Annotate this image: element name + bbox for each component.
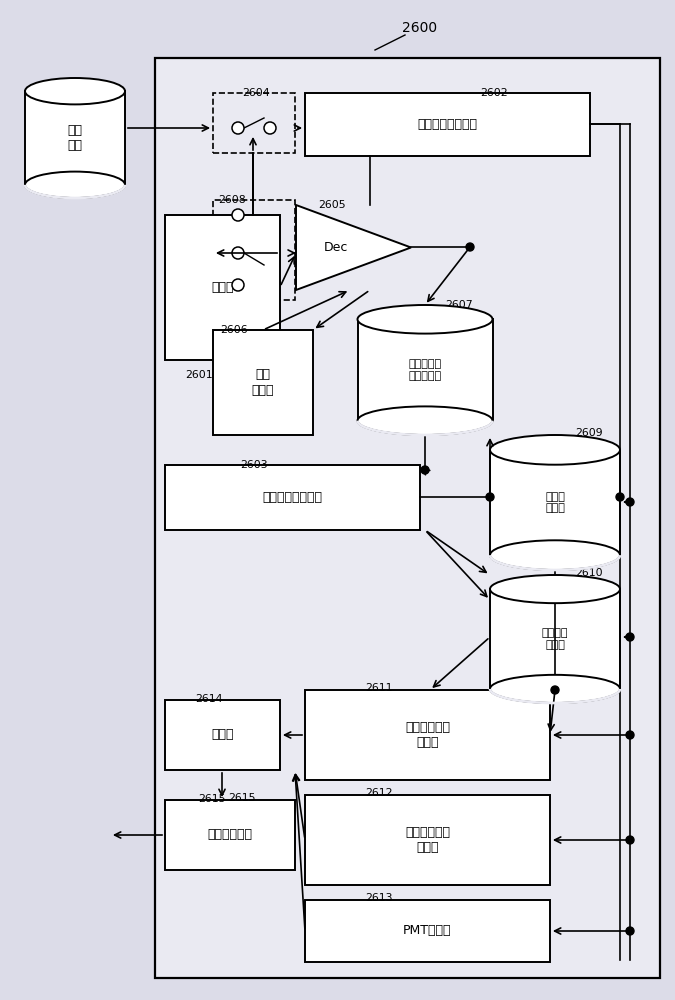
Text: 2614: 2614: [195, 694, 223, 704]
Text: 2613: 2613: [365, 893, 392, 903]
Circle shape: [232, 122, 244, 134]
Circle shape: [232, 247, 244, 259]
Text: 图片
存储器: 图片 存储器: [252, 368, 274, 396]
Bar: [490, 589, 620, 689]
Circle shape: [626, 633, 634, 641]
Text: 2603: 2603: [240, 460, 267, 470]
Circle shape: [421, 466, 429, 474]
Circle shape: [466, 243, 474, 251]
Text: 传输流输出部: 传输流输出部: [207, 828, 252, 842]
Text: 视点
影像: 视点 影像: [68, 124, 82, 152]
Bar: [165, 465, 420, 530]
Text: 2608: 2608: [218, 195, 246, 205]
Text: 复用器: 复用器: [211, 728, 234, 742]
Text: 视视频编码
信息存储部: 视视频编码 信息存储部: [408, 359, 441, 381]
Circle shape: [264, 122, 276, 134]
Text: Dec: Dec: [324, 241, 348, 254]
Bar: [213, 93, 295, 153]
Text: 2610: 2610: [575, 568, 603, 578]
Text: 2609: 2609: [575, 428, 603, 438]
Ellipse shape: [25, 172, 125, 198]
Bar: [490, 450, 620, 555]
Ellipse shape: [358, 305, 493, 334]
Circle shape: [551, 686, 559, 694]
Bar: [213, 200, 295, 300]
Text: 控制部: 控制部: [211, 281, 234, 294]
Text: 2612: 2612: [365, 788, 392, 798]
Text: PMT生成部: PMT生成部: [403, 924, 452, 938]
Text: 2605: 2605: [318, 200, 346, 210]
Circle shape: [232, 209, 244, 221]
Ellipse shape: [490, 675, 620, 703]
Text: 2607: 2607: [445, 300, 472, 310]
Circle shape: [626, 731, 634, 739]
Text: 2611: 2611: [365, 683, 392, 693]
Text: 2600: 2600: [402, 21, 437, 35]
Circle shape: [626, 836, 634, 844]
Circle shape: [486, 493, 494, 501]
Ellipse shape: [490, 575, 620, 603]
Ellipse shape: [490, 435, 620, 465]
Bar: [305, 93, 590, 156]
Circle shape: [616, 493, 624, 501]
Bar: [358, 319, 493, 421]
Bar: [25, 91, 125, 185]
Text: 2601: 2601: [185, 370, 213, 380]
Bar: [165, 215, 280, 360]
Text: 2615: 2615: [228, 793, 256, 803]
Bar: [305, 900, 550, 962]
Bar: [165, 700, 280, 770]
Ellipse shape: [490, 540, 620, 570]
Circle shape: [232, 279, 244, 291]
Bar: [165, 800, 295, 870]
Text: 2615: 2615: [198, 794, 225, 804]
Ellipse shape: [25, 78, 125, 104]
Circle shape: [626, 498, 634, 506]
Text: 2602: 2602: [480, 88, 508, 98]
Text: 2606: 2606: [220, 325, 248, 335]
Text: 基本视视频流
生成部: 基本视视频流 生成部: [405, 721, 450, 749]
Bar: [305, 795, 550, 885]
Circle shape: [626, 927, 634, 935]
Bar: [213, 330, 313, 435]
Bar: [155, 58, 660, 978]
Text: 从属视视频编码器: 从属视视频编码器: [263, 491, 323, 504]
Text: 参照信息
存储部: 参照信息 存储部: [542, 628, 568, 650]
Bar: [305, 690, 550, 780]
Text: 视视频
存储部: 视视频 存储部: [545, 492, 565, 513]
Ellipse shape: [358, 406, 493, 435]
Polygon shape: [296, 205, 411, 290]
Text: 2604: 2604: [242, 88, 269, 98]
Text: 从属视视频流
生成部: 从属视视频流 生成部: [405, 826, 450, 854]
Text: 基本视视频编码器: 基本视视频编码器: [418, 118, 477, 131]
